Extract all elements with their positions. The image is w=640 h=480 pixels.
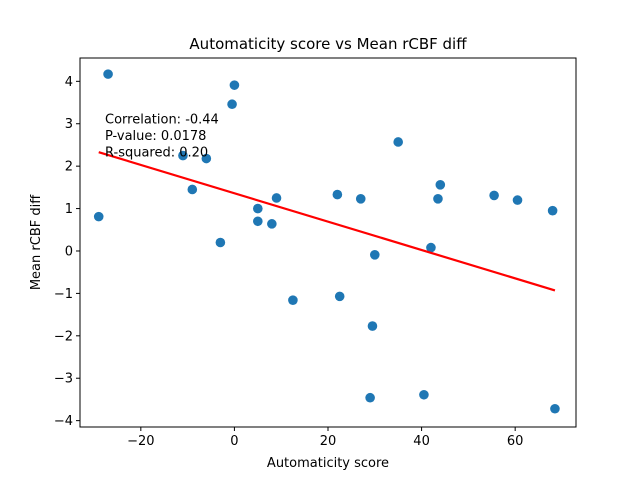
data-point xyxy=(426,242,436,253)
data-point xyxy=(201,153,212,164)
data-point xyxy=(332,189,343,200)
data-point xyxy=(367,321,378,331)
y-tick-label: 1 xyxy=(65,202,73,217)
data-point xyxy=(365,392,375,403)
data-point xyxy=(271,193,282,203)
annotation-correlation: Correlation: -0.44 xyxy=(105,113,219,128)
data-point xyxy=(435,180,446,190)
data-point xyxy=(393,137,403,147)
chart-title: Automaticity score vs Mean rCBF diff xyxy=(189,35,467,53)
data-point xyxy=(178,150,188,161)
data-point xyxy=(547,205,558,216)
x-tick-label: 40 xyxy=(413,434,430,449)
regression-line xyxy=(98,151,556,292)
data-point xyxy=(187,184,198,195)
data-point xyxy=(433,194,443,204)
annotation-p-value: P-value: 0.0178 xyxy=(105,129,206,144)
data-point xyxy=(550,403,560,414)
data-point xyxy=(229,80,240,90)
data-point xyxy=(419,389,429,400)
x-axis-label: Automaticity score xyxy=(267,456,389,471)
data-point xyxy=(355,194,366,204)
y-tick-label: −2 xyxy=(54,329,73,344)
scatter-points xyxy=(93,69,560,414)
data-point xyxy=(369,250,380,260)
y-tick-label: 2 xyxy=(65,160,73,175)
y-axis-label: Mean rCBF diff xyxy=(29,194,44,290)
plot-area xyxy=(80,58,576,427)
data-point xyxy=(227,99,237,110)
plot-frame xyxy=(79,57,577,428)
data-point xyxy=(215,237,226,248)
x-tick-label: 0 xyxy=(230,434,238,449)
annotation-r-squared: R-squared: 0.20 xyxy=(105,146,208,161)
y-tick-label: 4 xyxy=(65,75,73,90)
y-tick-label: −4 xyxy=(54,414,73,429)
x-tick-label: 60 xyxy=(507,434,524,449)
data-point xyxy=(334,291,345,302)
data-point xyxy=(512,195,523,205)
data-point xyxy=(93,211,104,222)
data-point xyxy=(253,203,263,214)
data-point xyxy=(253,216,263,227)
data-point xyxy=(103,69,113,79)
data-point xyxy=(267,219,277,229)
x-axis-ticks: −20 0 20 40 60 xyxy=(127,427,523,449)
x-tick-label: −20 xyxy=(127,434,154,449)
y-tick-label: −3 xyxy=(54,372,73,387)
data-point xyxy=(288,295,298,305)
y-tick-label: −1 xyxy=(54,287,73,302)
data-point xyxy=(489,190,499,201)
y-tick-label: 0 xyxy=(65,244,73,259)
y-axis-ticks: −4 −3 −2 −1 0 1 2 3 4 xyxy=(54,75,80,429)
regression-line-group xyxy=(98,151,556,292)
x-tick-label: 20 xyxy=(320,434,337,449)
y-tick-label: 3 xyxy=(65,117,73,132)
